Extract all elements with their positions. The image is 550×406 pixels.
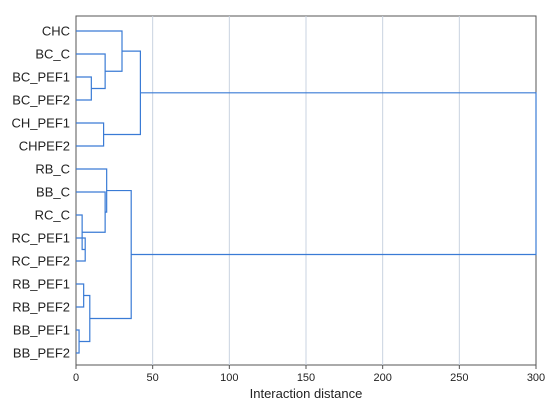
leaf-label: RC_PEF1 — [11, 231, 70, 246]
leaf-label: BC_PEF1 — [12, 70, 70, 85]
leaf-label: RB_C — [35, 162, 70, 177]
x-tick-label: 200 — [373, 372, 391, 384]
leaf-label: BB_C — [36, 185, 70, 200]
leaf-label: RC_C — [35, 208, 70, 223]
dendrogram-link — [76, 30, 123, 72]
x-tick-label: 0 — [73, 372, 79, 384]
leaf-label: RB_PEF1 — [12, 277, 70, 292]
dendrogram-link — [76, 53, 106, 90]
leaf-label: BB_PEF1 — [13, 323, 70, 338]
dendrogram-links — [76, 30, 537, 354]
leaf-label: BC_PEF2 — [12, 93, 70, 108]
x-tick-label: 150 — [297, 372, 315, 384]
leaf-label: CHPEF2 — [19, 139, 70, 154]
dendrogram-link — [89, 189, 132, 320]
x-axis-ticks: 0 50 100 150 200 250 300 — [73, 365, 545, 384]
grid-lines — [152, 16, 460, 365]
leaf-label: CH_PEF1 — [11, 116, 70, 131]
leaf-label: BC_C — [35, 47, 70, 62]
x-tick-label: 100 — [220, 372, 238, 384]
dendrogram-link — [76, 168, 108, 213]
leaf-label: RC_PEF2 — [11, 254, 70, 269]
leaf-label: CHC — [42, 24, 70, 39]
dendrogram-link — [76, 76, 92, 101]
x-tick-label: 50 — [147, 372, 159, 384]
dendrogram-link — [76, 191, 106, 233]
leaf-label: BB_PEF2 — [13, 346, 70, 361]
dendrogram-link — [76, 122, 105, 147]
dendrogram-link — [79, 294, 91, 343]
x-tick-label: 250 — [450, 372, 468, 384]
x-axis-title: Interaction distance — [250, 386, 363, 401]
x-tick-label: 300 — [527, 372, 545, 384]
leaf-label: RB_PEF2 — [12, 300, 70, 315]
dendrogram-link — [76, 283, 85, 308]
dendrogram-link — [131, 92, 537, 256]
leaf-labels: CHC BC_C BC_PEF1 BC_PEF2 CH_PEF1 CHPEF2 RB_C BB… — [11, 24, 70, 361]
dendrogram-link — [76, 214, 86, 251]
